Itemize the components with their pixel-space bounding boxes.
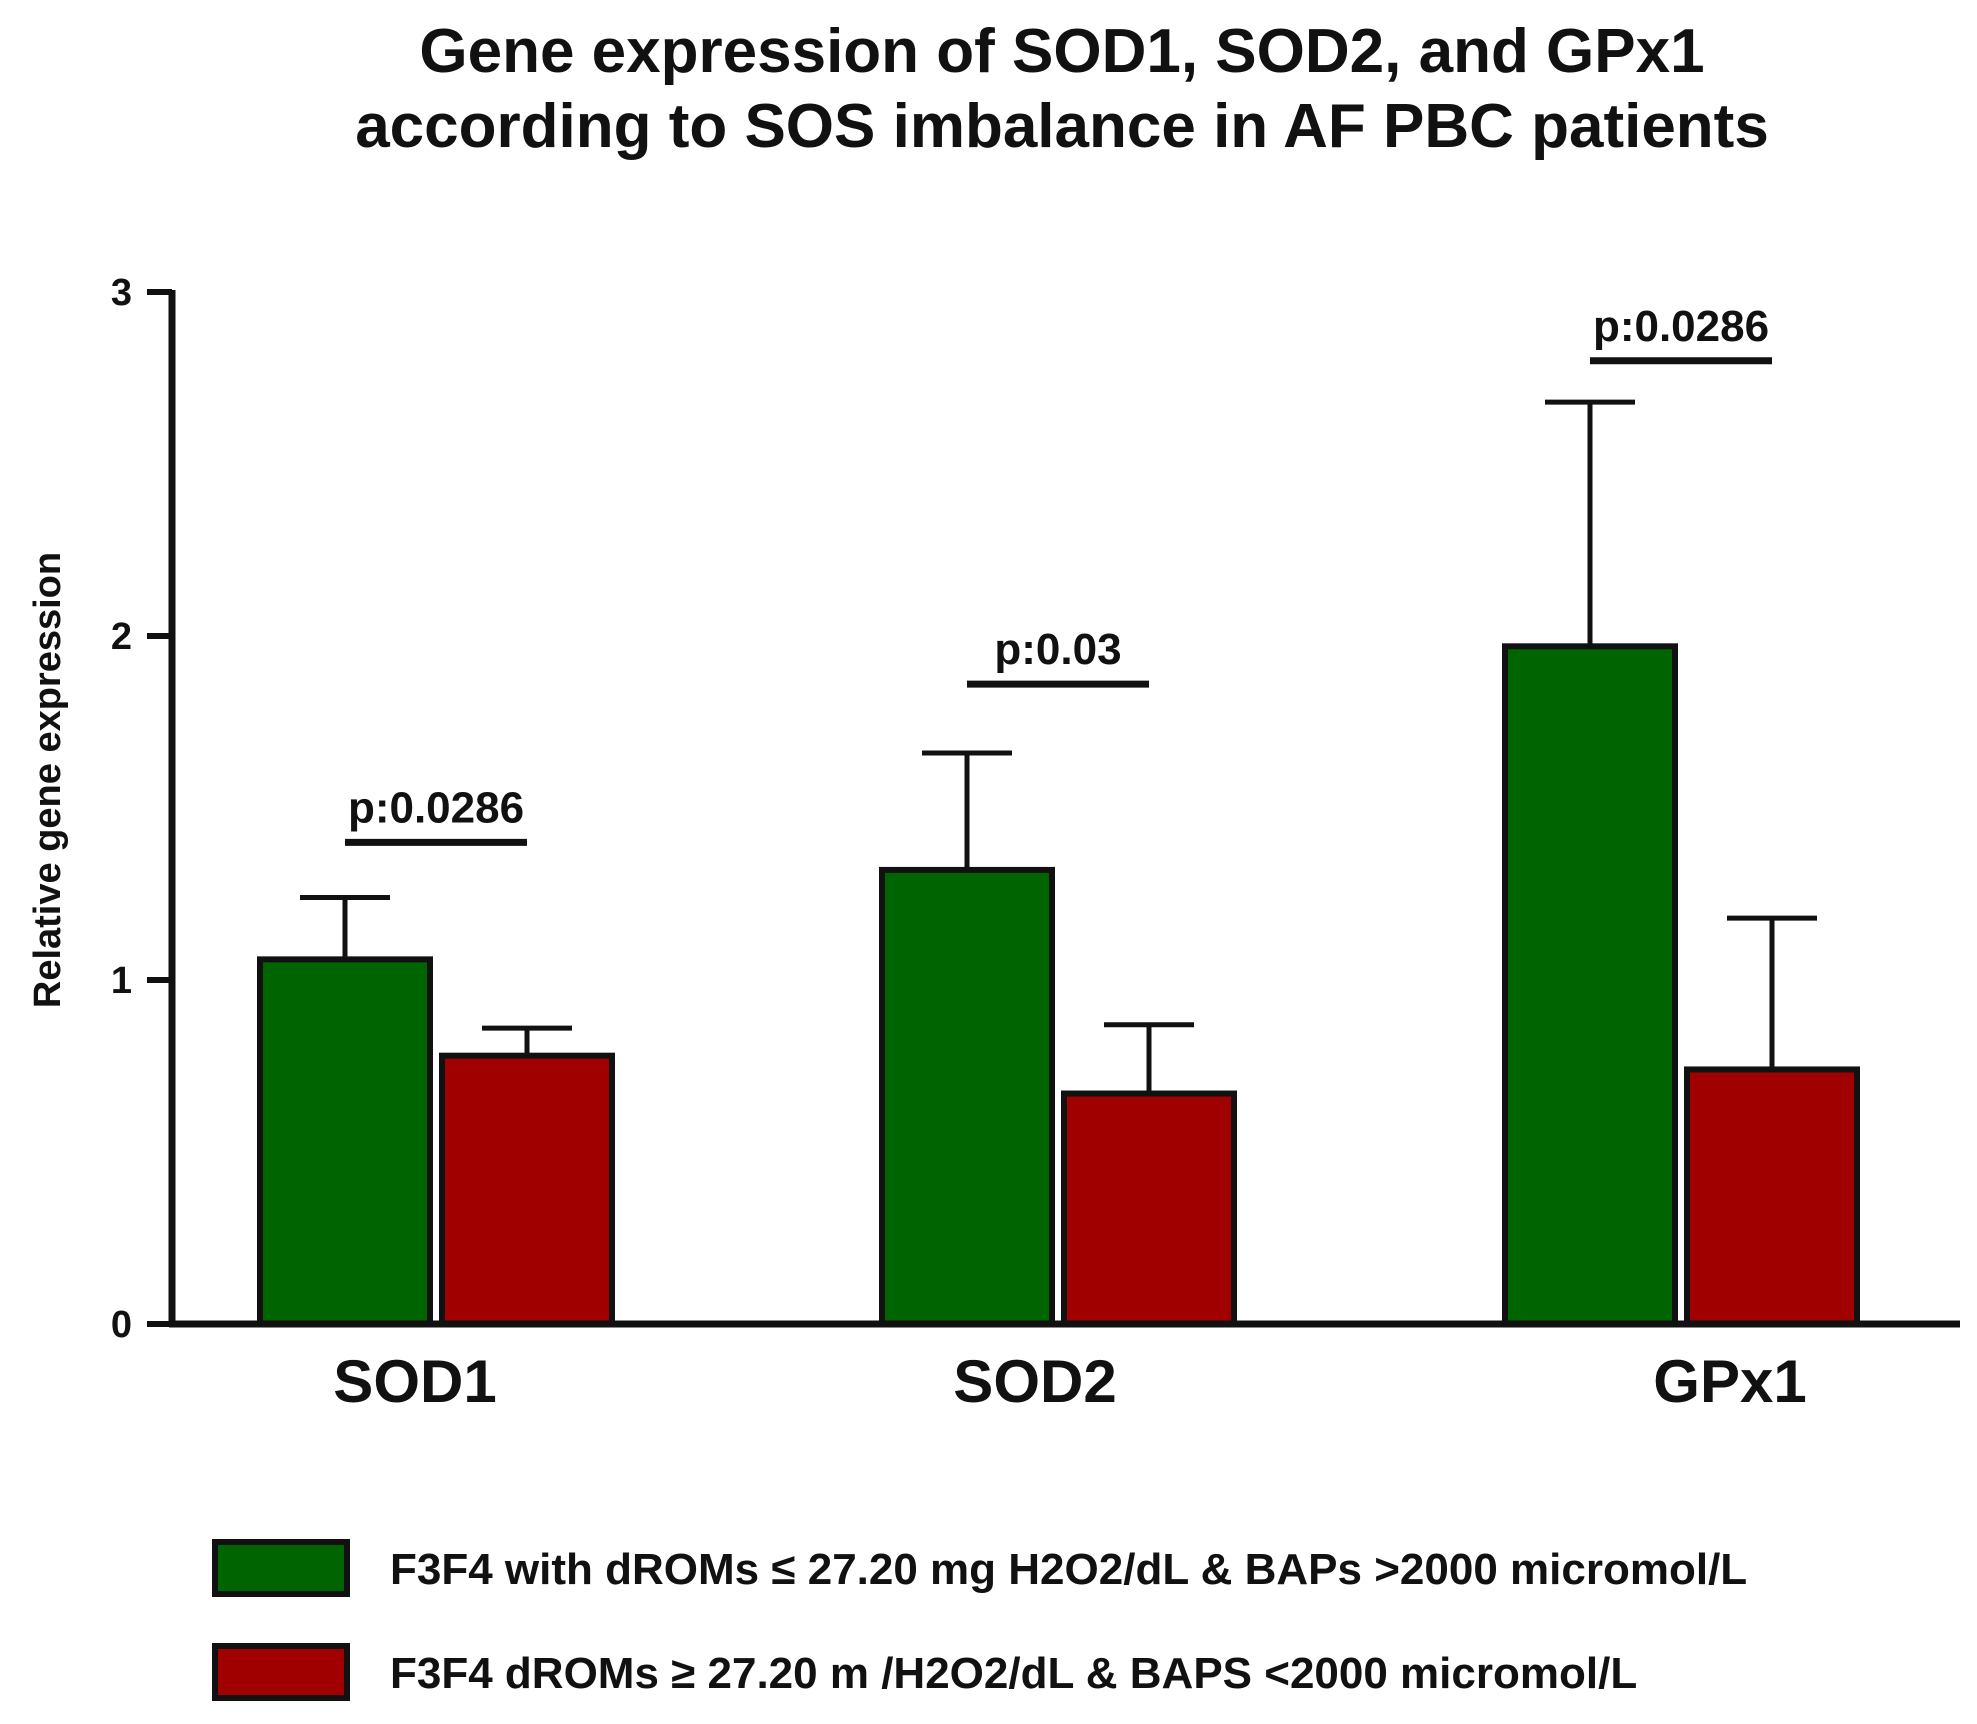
y-tick-label-3: 3 xyxy=(111,272,132,314)
legend-label-series-2: F3F4 dROMs ≥ 27.20 m /H2O2/dL & BAPS <20… xyxy=(390,1649,1637,1698)
bar-gpx1-series-2 xyxy=(1684,1066,1860,1327)
x-tick-label-sod1: SOD1 xyxy=(333,1348,496,1415)
y-tick-label-1: 1 xyxy=(111,960,132,1002)
axes xyxy=(147,289,1960,1328)
bar-sod2-series-1 xyxy=(879,866,1055,1327)
legend: F3F4 with dROMs ≤ 27.20 mg H2O2/dL & BAP… xyxy=(212,1539,1747,1701)
chart-title-line-2: according to SOS imbalance in AF PBC pat… xyxy=(355,92,1769,161)
x-category-labels: SOD1 SOD2 GPx1 xyxy=(333,1348,1806,1415)
y-tick-label-0: 0 xyxy=(111,1304,132,1346)
y-tick-labels: 0 1 2 3 xyxy=(111,272,132,1346)
x-tick-label-gpx1: GPx1 xyxy=(1653,1348,1806,1415)
x-tick-label-sod2: SOD2 xyxy=(953,1348,1116,1415)
error-bars-layer xyxy=(300,399,1817,1094)
legend-swatch-series-2 xyxy=(212,1643,350,1701)
chart-title-line-1: Gene expression of SOD1, SOD2, and GPx1 xyxy=(419,17,1704,86)
legend-label-series-1: F3F4 with dROMs ≤ 27.20 mg H2O2/dL & BAP… xyxy=(390,1545,1747,1594)
significance-annotations: p:0.0286 p:0.03 p:0.0286 xyxy=(345,302,1772,846)
p-value-label-gpx1: p:0.0286 xyxy=(1593,302,1769,351)
bar-gpx1-series-1 xyxy=(1502,643,1678,1327)
y-axis-label: Relative gene expression xyxy=(27,552,69,1008)
bars-layer xyxy=(257,643,1860,1328)
bar-sod2-series-2 xyxy=(1061,1090,1237,1328)
p-value-label-sod2: p:0.03 xyxy=(994,625,1121,674)
legend-swatch-series-1 xyxy=(212,1539,350,1597)
bar-sod1-series-2 xyxy=(439,1052,615,1328)
y-tick-label-2: 2 xyxy=(111,616,132,658)
p-value-label-sod1: p:0.0286 xyxy=(348,783,524,832)
chart-title: Gene expression of SOD1, SOD2, and GPx1 … xyxy=(355,17,1769,161)
bar-sod1-series-1 xyxy=(257,956,433,1327)
